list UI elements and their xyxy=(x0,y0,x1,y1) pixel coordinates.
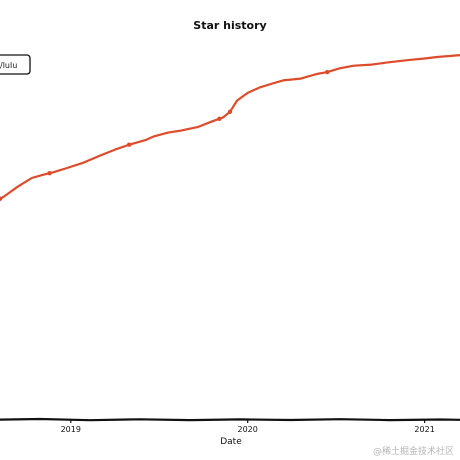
legend-box xyxy=(0,54,31,75)
plot-area xyxy=(0,54,460,201)
x-axis-ticks: 2019 2020 2021 xyxy=(61,419,435,434)
data-point-4 xyxy=(227,109,233,115)
x-axis-line xyxy=(0,417,460,422)
watermark: @稀土掘金技术社区 xyxy=(372,447,454,457)
chart-title: Star history xyxy=(193,19,266,32)
x-tick-label-0: 2019 xyxy=(61,425,81,434)
data-point-1 xyxy=(47,171,52,176)
data-point-0 xyxy=(0,196,3,201)
legend-entry-label: /lulu xyxy=(0,61,17,70)
series-line-0 xyxy=(0,54,460,200)
data-point-3 xyxy=(217,116,222,122)
data-point-5 xyxy=(325,69,330,75)
legend: /lulu xyxy=(0,54,31,75)
x-tick-label-2: 2021 xyxy=(414,425,434,434)
x-axis-label: Date xyxy=(220,437,242,447)
data-point-2 xyxy=(127,142,132,147)
x-tick-label-1: 2020 xyxy=(238,425,258,434)
